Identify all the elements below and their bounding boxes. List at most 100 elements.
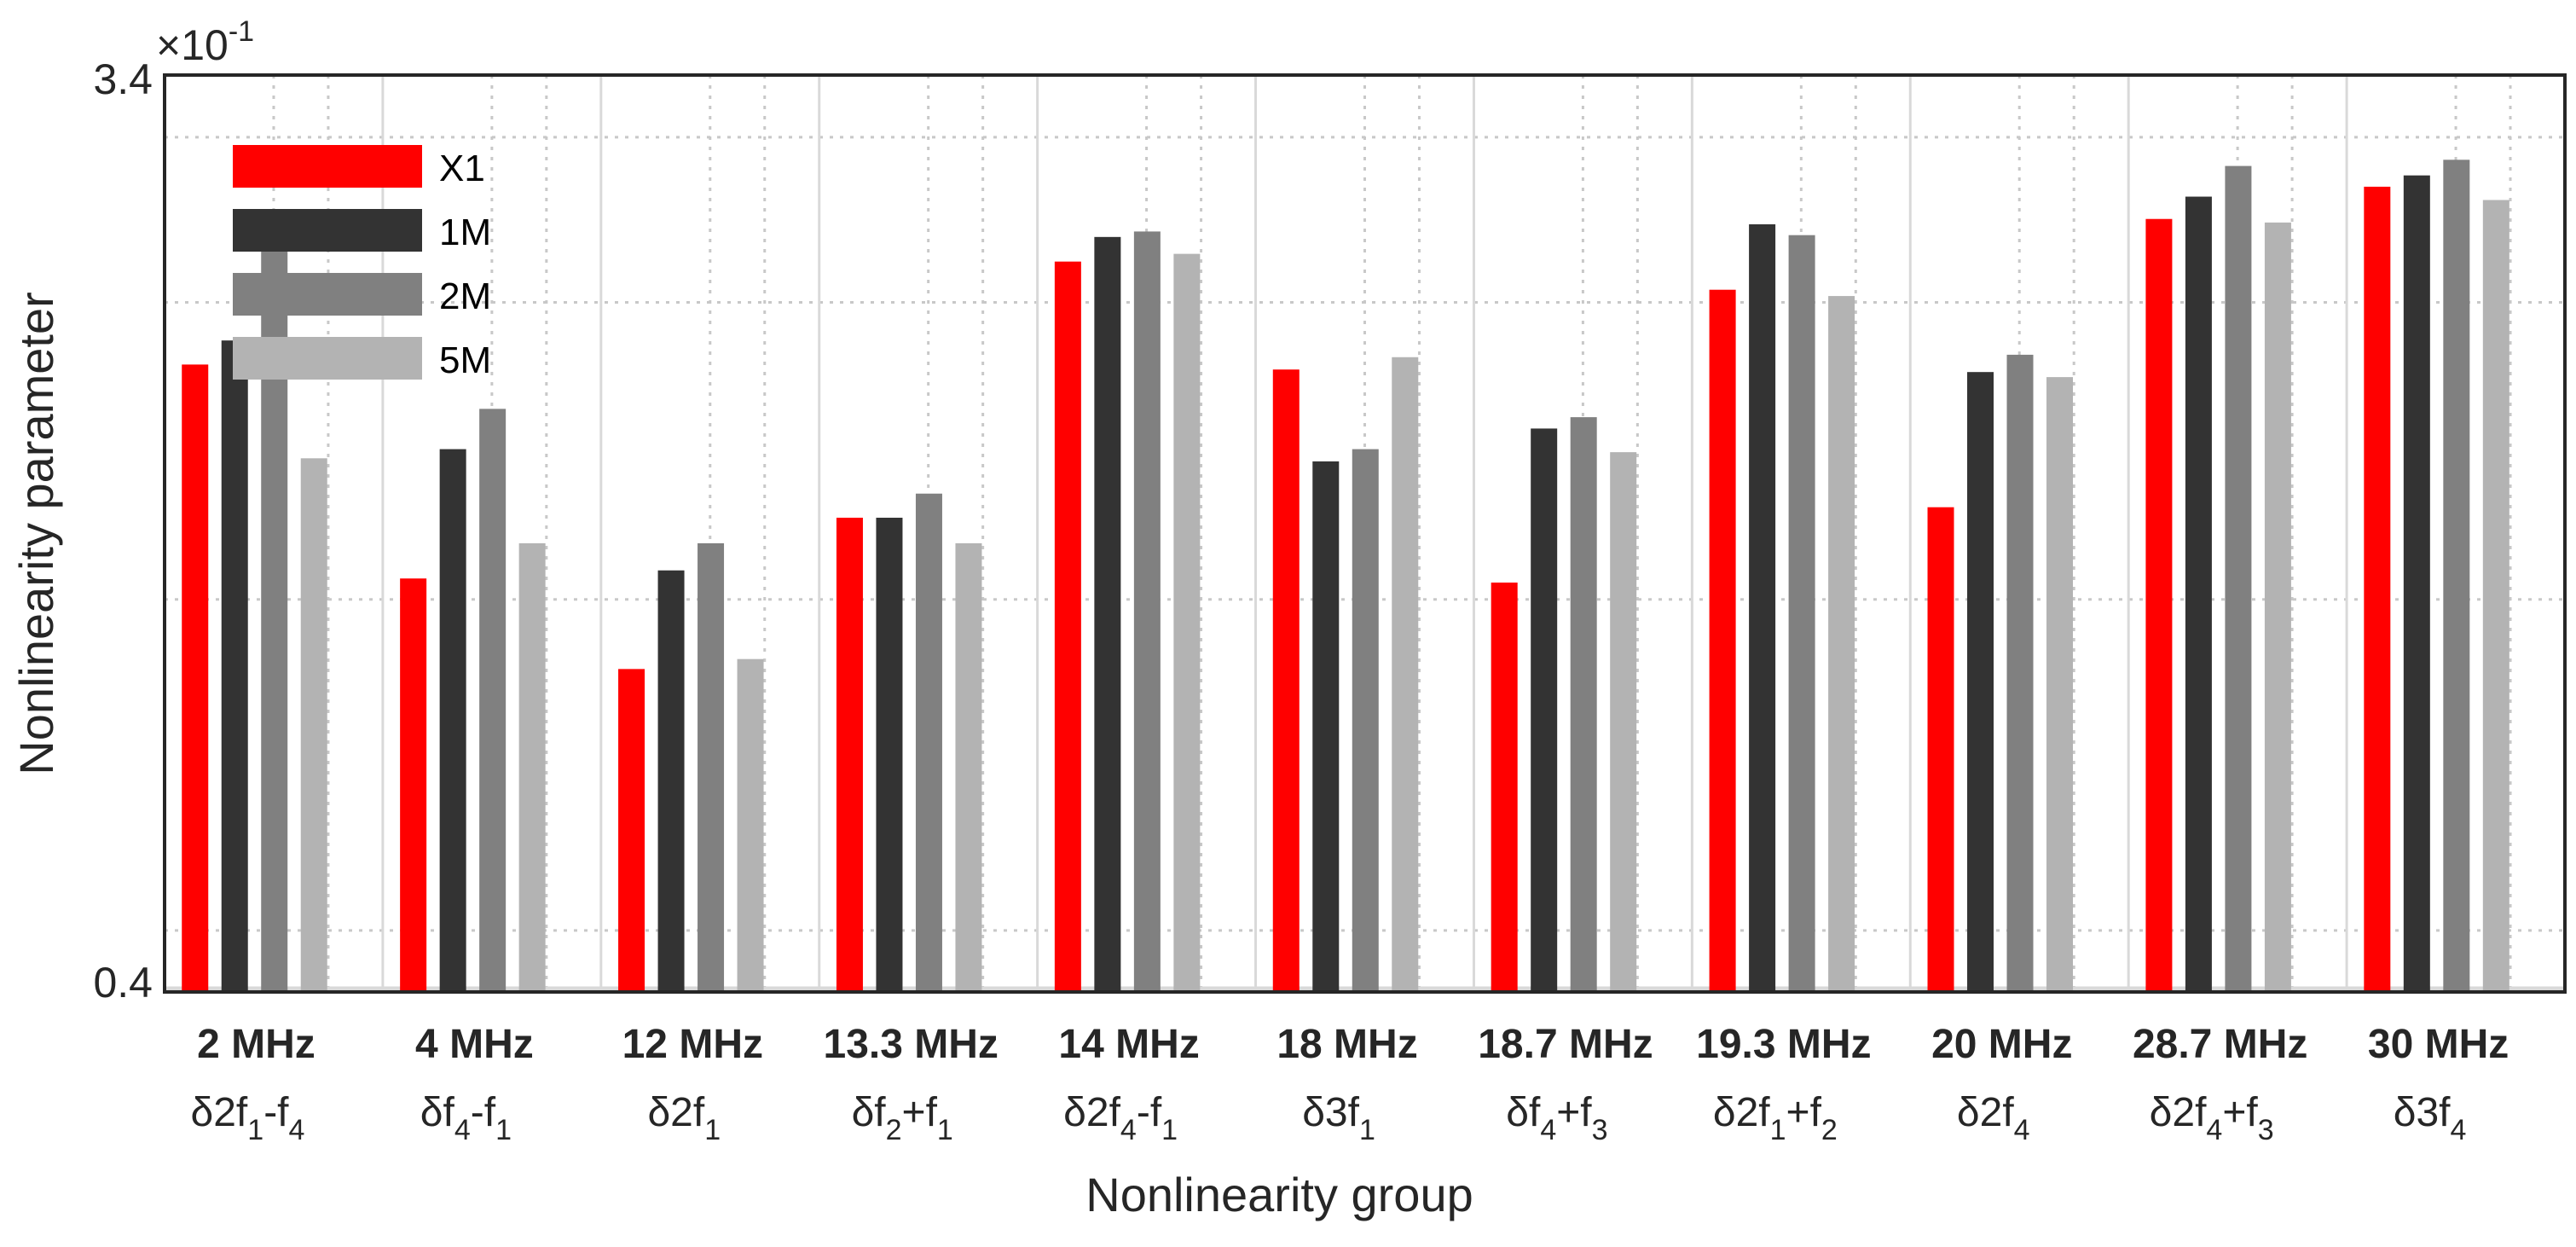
- bar-1m-8: [1749, 224, 1775, 992]
- bar-1m-5: [1094, 237, 1120, 992]
- legend-label-2m: 2M: [439, 276, 491, 317]
- legend-label-5m: 5M: [439, 339, 491, 381]
- x-category-nonlinearity: δf4+f3: [1506, 1090, 1607, 1146]
- bar-1m-7: [1531, 428, 1557, 992]
- x-category-nonlinearity: δ2f4: [1957, 1090, 2030, 1146]
- x-category-nonlinearity-part: 1: [704, 1114, 721, 1146]
- x-category-nonlinearity-part: δ3f: [1302, 1090, 1359, 1135]
- y-tick-label: 0.4: [93, 959, 153, 1006]
- x-category-nonlinearity-part: -f: [263, 1090, 289, 1135]
- bar-2m-4: [916, 494, 942, 992]
- x-category-nonlinearity-part: δ2f: [1957, 1090, 2014, 1135]
- x-category-nonlinearity-part: +f: [2222, 1090, 2258, 1135]
- x-category-nonlinearity-part: -f: [1137, 1090, 1162, 1135]
- x-category-frequency: 4 MHz: [415, 1022, 534, 1067]
- bar-1m-6: [1312, 461, 1339, 992]
- bar-x1-3: [618, 669, 645, 992]
- x-category-nonlinearity-part: -f: [471, 1090, 496, 1135]
- y-axis-label: Nonlinearity parameter: [9, 292, 63, 774]
- legend-label-1m: 1M: [439, 212, 491, 253]
- x-category-nonlinearity-part: 1: [937, 1114, 953, 1146]
- bar-x1-2: [400, 578, 426, 992]
- bar-5m-10: [2265, 223, 2291, 992]
- bar-1m-4: [876, 518, 902, 992]
- x-category-nonlinearity-part: +f: [902, 1090, 938, 1135]
- x-category-nonlinearity-part: δ3f: [2394, 1090, 2451, 1135]
- x-category-nonlinearity-part: +f: [1556, 1090, 1592, 1135]
- bar-5m-11: [2483, 200, 2509, 992]
- bar-x1-1: [182, 364, 208, 992]
- x-category-nonlinearity-part: 3: [1592, 1114, 1608, 1146]
- bar-x1-5: [1055, 262, 1081, 992]
- bar-2m-6: [1352, 450, 1379, 992]
- bar-5m-7: [1610, 452, 1636, 992]
- x-axis-label: Nonlinearity group: [1085, 1168, 1473, 1221]
- x-category-frequency: 30 MHz: [2368, 1022, 2509, 1067]
- x-category-frequency: 28.7 MHz: [2133, 1022, 2307, 1067]
- x-category-nonlinearity-part: +f: [1786, 1090, 1822, 1135]
- x-category-nonlinearity: δ3f4: [2394, 1090, 2467, 1146]
- bar-5m-9: [2046, 377, 2073, 992]
- x-category-nonlinearity-part: δ2f: [1063, 1090, 1120, 1135]
- legend-label-x1: X1: [439, 148, 485, 189]
- bar-x1-9: [1928, 508, 1954, 992]
- x-category-nonlinearity-part: δ2f: [1713, 1090, 1770, 1135]
- x-category-nonlinearity-part: δ2f: [2150, 1090, 2207, 1135]
- x-category-nonlinearity: δ2f4+f3: [2150, 1090, 2274, 1146]
- x-category-nonlinearity-part: 4: [289, 1114, 305, 1146]
- y-axis-multiplier: ×10-1: [156, 15, 254, 69]
- x-category-nonlinearity-part: 4: [1540, 1114, 1556, 1146]
- x-category-nonlinearity-part: 4: [1120, 1114, 1137, 1146]
- x-category-nonlinearity-part: δf: [852, 1090, 887, 1135]
- bar-x1-7: [1491, 583, 1518, 992]
- bar-x1-11: [2364, 187, 2390, 992]
- x-category-nonlinearity-part: 2: [1821, 1114, 1838, 1146]
- x-category-frequency: 2 MHz: [197, 1022, 315, 1067]
- bar-2m-3: [698, 543, 724, 992]
- bar-x1-6: [1273, 369, 1300, 992]
- x-category-nonlinearity-part: δf: [1506, 1090, 1541, 1135]
- bar-2m-9: [2007, 355, 2034, 992]
- bar-2m-10: [2225, 166, 2251, 992]
- bar-x1-10: [2145, 219, 2172, 992]
- x-category-nonlinearity-part: 1: [1359, 1114, 1375, 1146]
- x-category-nonlinearity-part: 1: [1770, 1114, 1786, 1146]
- x-axis-category-labels: 2 MHzδ2f1-f44 MHzδf4-f112 MHzδ2f113.3 MH…: [191, 1022, 2509, 1146]
- x-category-frequency: 20 MHz: [1931, 1022, 2072, 1067]
- bar-5m-8: [1828, 296, 1855, 992]
- bar-x1-4: [836, 518, 863, 992]
- x-category-nonlinearity: δ2f1: [647, 1090, 721, 1146]
- x-category-frequency: 18 MHz: [1276, 1022, 1417, 1067]
- bar-2m-11: [2443, 160, 2469, 992]
- bar-1m-1: [222, 340, 248, 992]
- x-category-frequency: 19.3 MHz: [1696, 1022, 1871, 1067]
- x-category-nonlinearity-part: 4: [2014, 1114, 2030, 1146]
- x-category-nonlinearity: δ2f4-f1: [1063, 1090, 1178, 1146]
- x-category-nonlinearity: δ2f1-f4: [191, 1090, 305, 1146]
- x-category-nonlinearity: δ2f1+f2: [1713, 1090, 1838, 1146]
- bar-1m-10: [2185, 197, 2212, 992]
- legend-swatch-x1: [233, 145, 422, 188]
- x-category-frequency: 12 MHz: [622, 1022, 763, 1067]
- x-category-nonlinearity-part: 1: [495, 1114, 512, 1146]
- x-category-frequency: 14 MHz: [1058, 1022, 1199, 1067]
- bar-1m-9: [1967, 372, 1994, 992]
- y-axis-multiplier-exponent: -1: [229, 15, 254, 48]
- legend-swatch-2m: [233, 273, 422, 316]
- x-category-nonlinearity: δf2+f1: [852, 1090, 953, 1146]
- y-axis-multiplier-base: ×10: [156, 21, 229, 69]
- x-category-nonlinearity-part: 4: [454, 1114, 471, 1146]
- bar-5m-2: [519, 543, 546, 992]
- bar-1m-3: [658, 571, 685, 992]
- bar-5m-1: [301, 458, 327, 992]
- bars: [182, 160, 2509, 992]
- x-category-nonlinearity-part: 1: [247, 1114, 263, 1146]
- legend-swatch-5m: [233, 337, 422, 380]
- bar-2m-7: [1571, 417, 1597, 992]
- x-category-nonlinearity-part: 1: [1161, 1114, 1178, 1146]
- bar-5m-3: [738, 659, 764, 992]
- bar-1m-2: [440, 450, 466, 992]
- bar-1m-11: [2404, 176, 2430, 992]
- bar-5m-6: [1392, 357, 1418, 992]
- bar-2m-8: [1789, 235, 1815, 992]
